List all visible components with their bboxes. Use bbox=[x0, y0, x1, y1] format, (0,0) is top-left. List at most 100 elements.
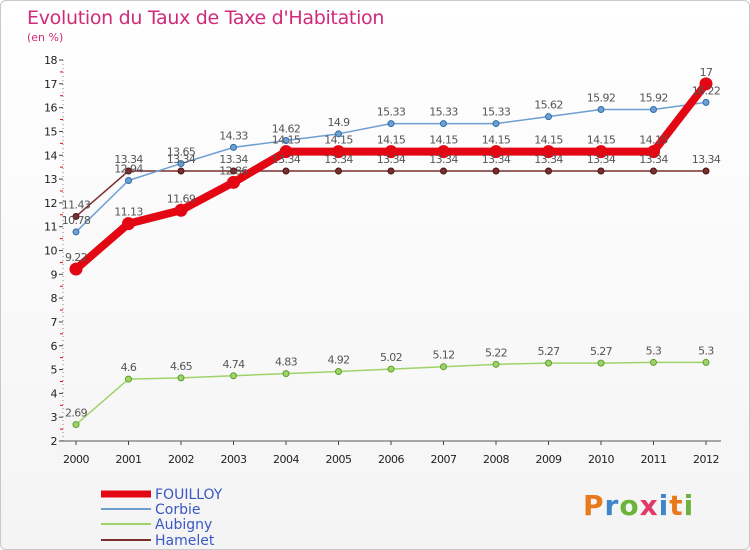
data-label-aubigny: 5.27 bbox=[590, 345, 613, 358]
x-tick-label: 2011 bbox=[641, 453, 667, 466]
y-tick-label: 15 bbox=[44, 125, 57, 138]
x-tick-label: 2009 bbox=[536, 453, 562, 466]
data-point-aubigny bbox=[72, 421, 80, 429]
axes: 2 3 4 5 6 7 8 9 10 11 12 13 14 15 16 17 18 2000 2001 2002 20… bbox=[44, 54, 721, 466]
logo-letter: r bbox=[604, 489, 620, 522]
y-tick-label: 17 bbox=[44, 78, 57, 91]
data-point-fouilloy bbox=[174, 203, 188, 217]
legend-label-fouilloy: FOUILLOY bbox=[155, 487, 223, 503]
data-label-corbie: 15.62 bbox=[534, 99, 563, 112]
data-point-corbie bbox=[597, 106, 605, 114]
data-label-corbie: 15.33 bbox=[377, 106, 406, 119]
data-point-aubigny bbox=[492, 360, 500, 368]
proxiti-logo: Proxiti bbox=[583, 489, 694, 522]
y-tick-label: 2 bbox=[51, 435, 58, 448]
data-label-aubigny: 5.22 bbox=[485, 346, 507, 359]
data-point-hamelet bbox=[650, 167, 657, 175]
data-point-corbie bbox=[177, 160, 185, 168]
data-label-aubigny: 2.69 bbox=[65, 407, 88, 420]
data-point-fouilloy bbox=[437, 145, 450, 159]
data-point-hamelet bbox=[282, 167, 290, 175]
data-label-corbie: 13.65 bbox=[167, 146, 196, 159]
legend-label-corbie: Corbie bbox=[155, 502, 201, 518]
logo-letter: i bbox=[658, 489, 670, 522]
data-point-aubigny bbox=[545, 359, 552, 367]
data-label-corbie: 15.33 bbox=[429, 106, 458, 119]
data-label-fouilloy: 14.15 bbox=[429, 134, 458, 147]
data-point-corbie bbox=[702, 98, 710, 106]
data-label-aubigny: 4.74 bbox=[222, 358, 245, 371]
data-point-fouilloy bbox=[332, 145, 345, 159]
data-label-fouilloy: 11.13 bbox=[114, 206, 143, 219]
data-point-fouilloy bbox=[384, 145, 398, 159]
data-point-corbie bbox=[492, 120, 500, 128]
data-label-corbie: 10.78 bbox=[62, 214, 91, 227]
x-tick-label: 2000 bbox=[63, 453, 89, 466]
data-label-fouilloy: 14.15 bbox=[639, 134, 668, 147]
chart-title: Evolution du Taux de Taxe d'Habitation bbox=[27, 7, 385, 29]
data-labels: 2.69 4.6 4.65 4.74 4.83 4.92 5.02 5.12 5.22 5.27 5… bbox=[62, 66, 722, 420]
data-label-hamelet: 13.34 bbox=[692, 153, 721, 166]
data-label-aubigny: 4.83 bbox=[275, 356, 298, 369]
data-label-fouilloy: 11.69 bbox=[167, 192, 196, 205]
x-tick-label: 2006 bbox=[378, 453, 404, 466]
data-point-corbie bbox=[125, 176, 132, 184]
data-label-hamelet: 13.34 bbox=[167, 153, 196, 166]
data-label-fouilloy: 12.86 bbox=[219, 164, 248, 177]
y-tick-label: 7 bbox=[51, 316, 58, 329]
y-tick-label: 18 bbox=[44, 54, 57, 67]
chart-subtitle: (en %) bbox=[27, 31, 64, 44]
data-point-fouilloy bbox=[542, 145, 555, 159]
y-tick-label: 10 bbox=[44, 245, 57, 258]
data-point-aubigny bbox=[597, 359, 605, 367]
legend-label-hamelet: Hamelet bbox=[155, 533, 215, 549]
data-label-corbie: 15.92 bbox=[639, 92, 668, 105]
y-tick-label: 6 bbox=[51, 340, 58, 353]
x-tick-label: 2004 bbox=[273, 453, 299, 466]
data-label-hamelet: 13.34 bbox=[429, 153, 458, 166]
data-label-aubigny: 5.3 bbox=[646, 344, 662, 357]
y-tick-label: 12 bbox=[44, 197, 57, 210]
data-point-corbie bbox=[545, 113, 552, 121]
data-label-aubigny: 4.92 bbox=[327, 353, 349, 366]
logo-letter: o bbox=[619, 489, 640, 522]
data-label-fouilloy: 17 bbox=[700, 66, 713, 79]
y-tick-label: 8 bbox=[51, 292, 58, 305]
data-point-fouilloy bbox=[69, 262, 83, 276]
data-label-fouilloy: 14.15 bbox=[272, 134, 301, 147]
data-label-hamelet: 13.34 bbox=[219, 153, 248, 166]
data-label-fouilloy: 14.15 bbox=[324, 134, 353, 147]
data-point-fouilloy bbox=[489, 145, 503, 159]
data-point-aubigny bbox=[702, 358, 710, 366]
data-label-corbie: 12.94 bbox=[114, 162, 143, 175]
data-label-fouilloy: 14.15 bbox=[377, 134, 406, 147]
data-point-hamelet bbox=[440, 167, 447, 175]
data-label-aubigny: 5.02 bbox=[380, 351, 402, 364]
series-points bbox=[69, 77, 713, 429]
x-tick-label: 2010 bbox=[588, 453, 614, 466]
data-label-aubigny: 4.65 bbox=[170, 360, 193, 373]
y-tick-label: 5 bbox=[51, 364, 58, 377]
logo-letter: P bbox=[583, 489, 605, 522]
data-label-aubigny: 5.27 bbox=[537, 345, 560, 358]
data-point-fouilloy bbox=[699, 77, 713, 91]
data-point-hamelet bbox=[125, 167, 132, 175]
x-tick-label: 2005 bbox=[326, 453, 352, 466]
data-label-aubigny: 4.6 bbox=[121, 361, 137, 374]
data-point-hamelet bbox=[387, 167, 395, 175]
data-point-fouilloy bbox=[227, 175, 240, 189]
data-label-hamelet: 13.34 bbox=[482, 153, 511, 166]
y-tick-label: 3 bbox=[51, 411, 58, 424]
data-point-aubigny bbox=[650, 358, 657, 366]
logo-letter: t bbox=[669, 489, 684, 522]
logo-letter: i bbox=[683, 489, 695, 522]
x-tick-label: 2008 bbox=[483, 453, 509, 466]
data-label-hamelet: 13.34 bbox=[587, 153, 616, 166]
data-label-corbie: 15.33 bbox=[482, 106, 511, 119]
data-point-fouilloy bbox=[279, 145, 293, 159]
data-point-aubigny bbox=[125, 375, 132, 383]
data-point-aubigny bbox=[387, 365, 395, 373]
